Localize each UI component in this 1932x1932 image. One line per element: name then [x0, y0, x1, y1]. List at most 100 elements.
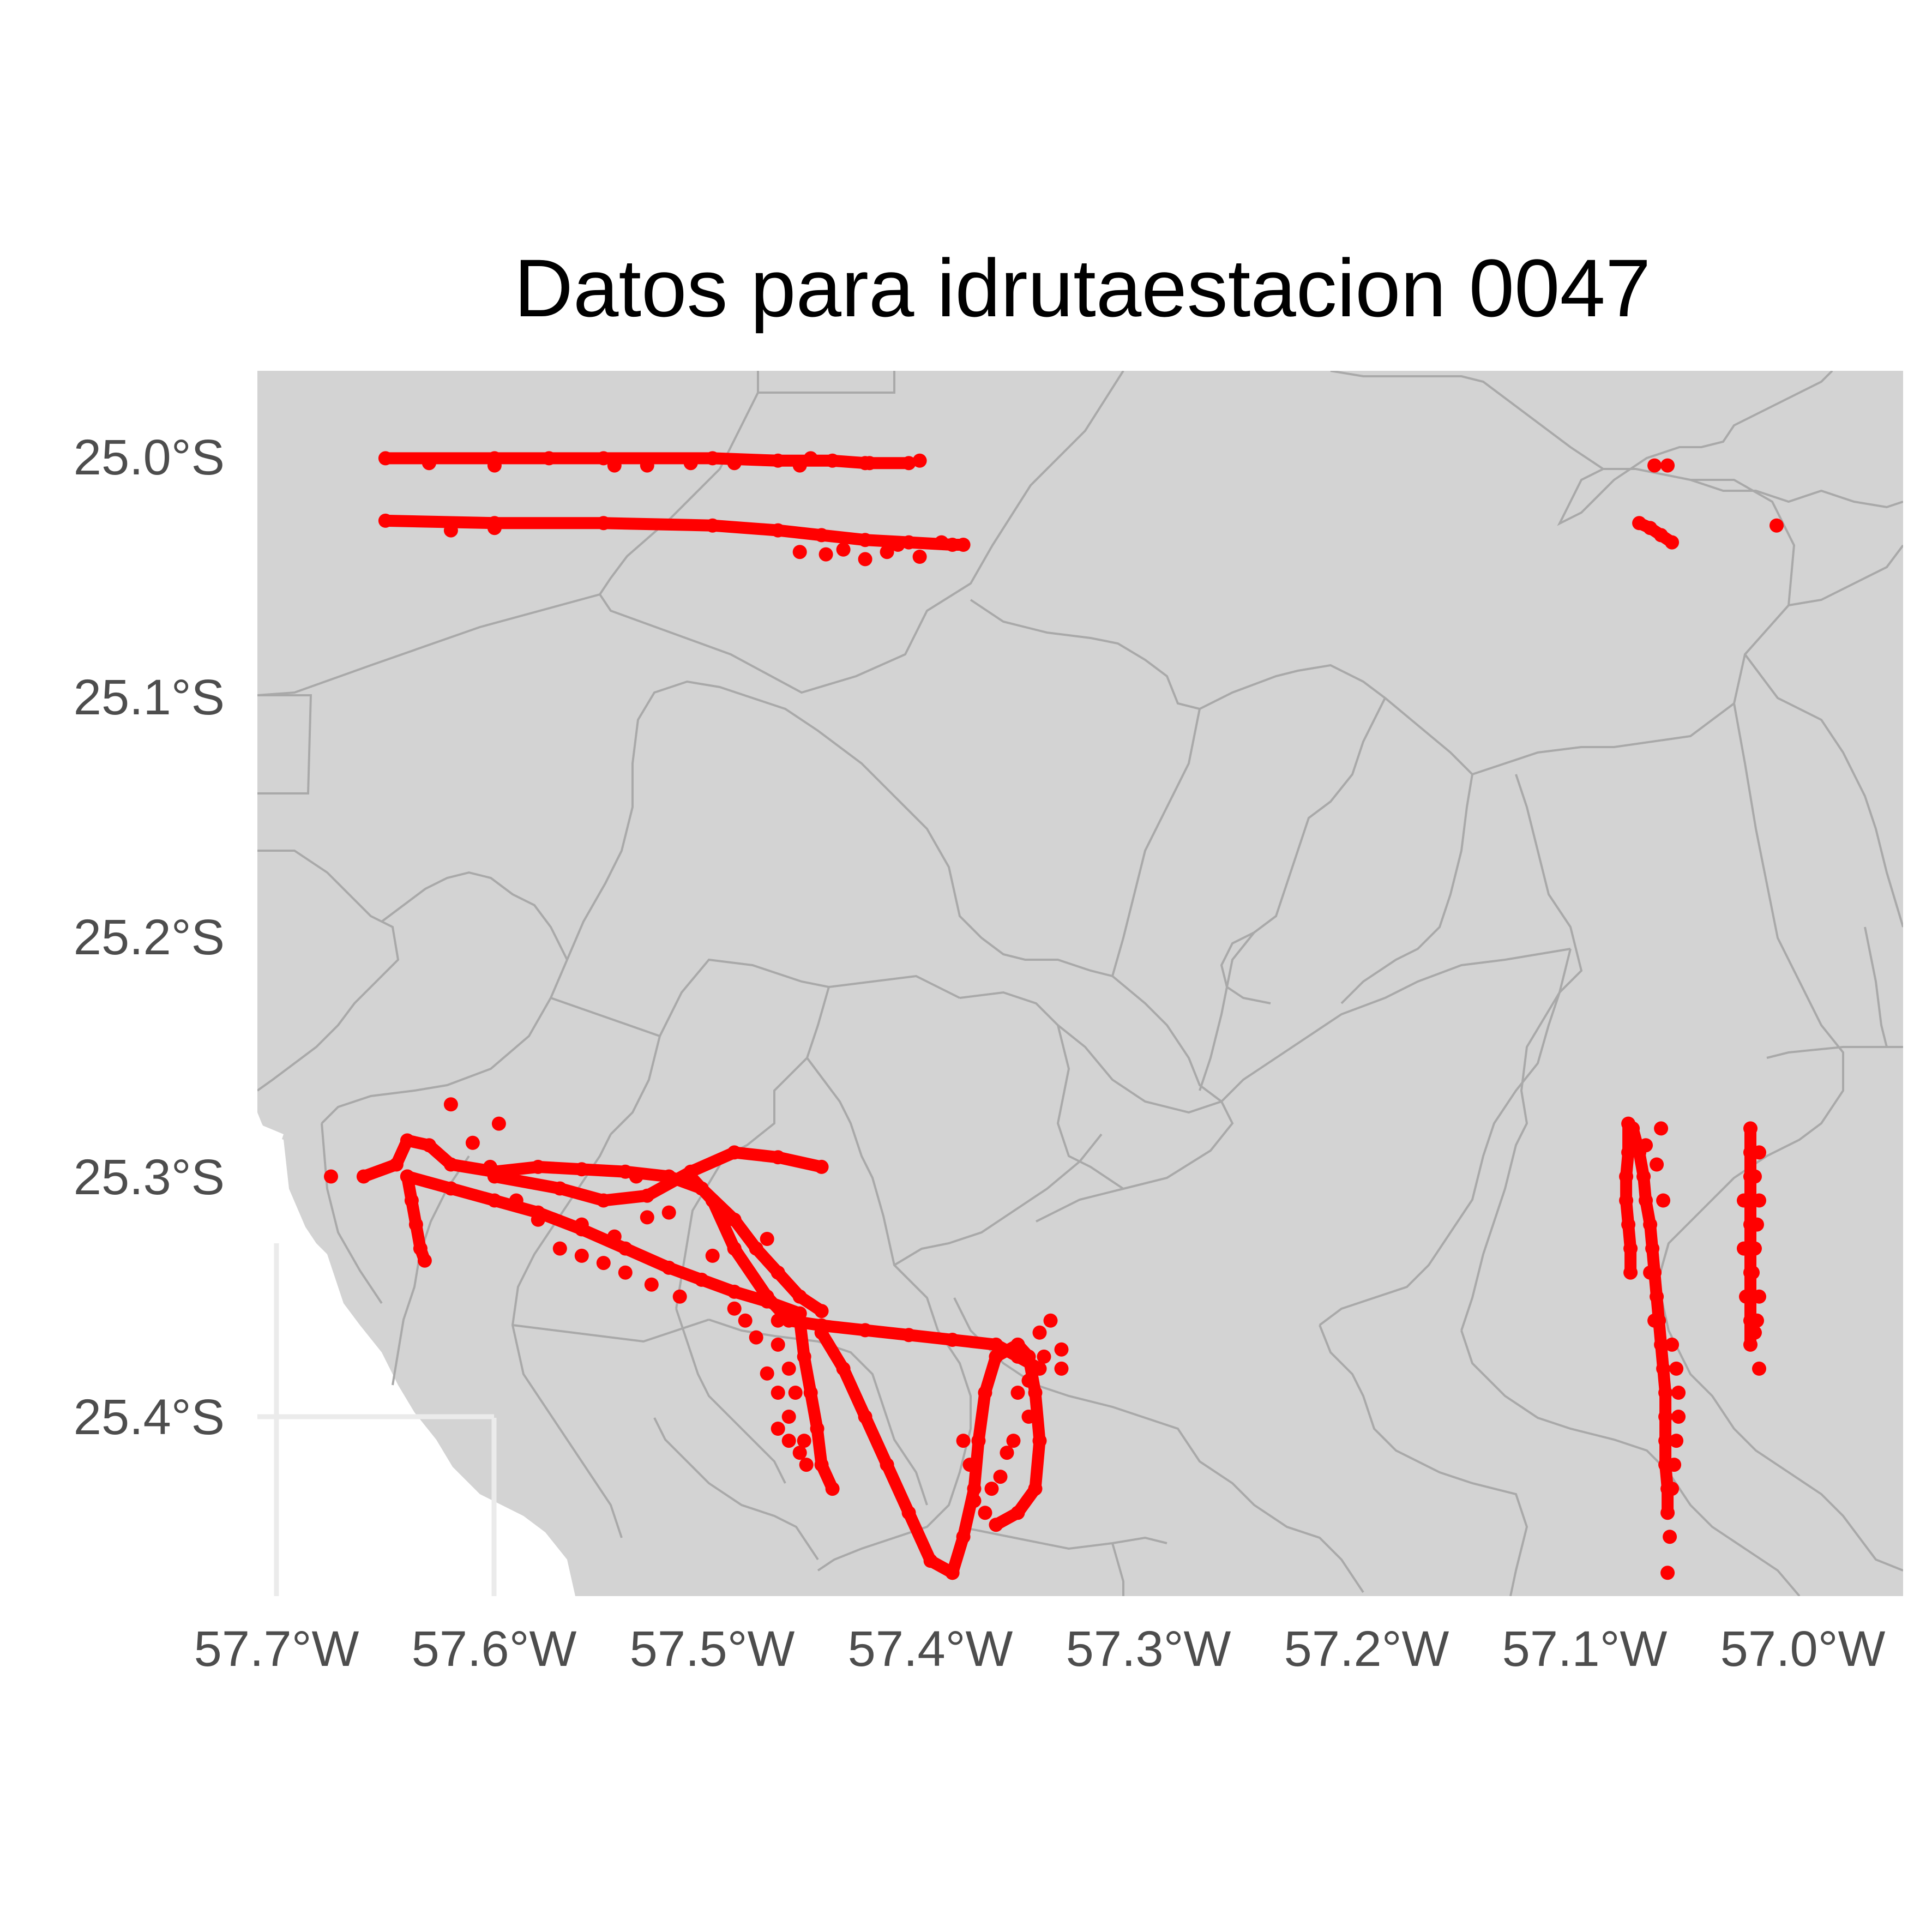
data-point — [487, 521, 502, 535]
data-point — [797, 1434, 811, 1448]
x-tick-label: 57.7°W — [194, 1621, 359, 1677]
track-point — [825, 1482, 840, 1496]
track-point — [705, 518, 720, 533]
data-point — [1006, 1434, 1021, 1448]
track-point — [760, 1289, 774, 1304]
district-border — [1220, 948, 1571, 1103]
track-point — [1032, 1434, 1047, 1448]
data-point — [1032, 1325, 1047, 1340]
district-border — [1319, 1325, 1528, 1596]
track-point — [694, 1272, 709, 1287]
data-point — [1054, 1361, 1069, 1376]
data-point — [962, 1458, 977, 1472]
data-point — [1660, 458, 1675, 473]
district-border — [321, 1123, 383, 1304]
district-border — [1111, 1543, 1124, 1596]
track-point — [596, 451, 611, 466]
district-border — [1340, 774, 1473, 1004]
y-tick-label: 25.2°S — [74, 910, 225, 965]
data-point — [1665, 1482, 1680, 1496]
data-point — [509, 1193, 523, 1208]
data-point — [1037, 1349, 1051, 1364]
data-point — [1669, 1361, 1684, 1376]
district-border — [817, 1329, 972, 1572]
data-point — [880, 545, 894, 559]
track-point — [901, 1506, 916, 1520]
district-border — [1864, 926, 1888, 1048]
data-point — [934, 535, 949, 550]
track-point — [945, 538, 960, 552]
data-point — [1639, 1138, 1653, 1153]
data-point — [792, 1446, 807, 1460]
track-point — [858, 533, 872, 547]
district-border — [1056, 1025, 1124, 1190]
track-point — [400, 1133, 414, 1148]
track-point — [781, 1313, 796, 1328]
data-point — [324, 1169, 338, 1184]
data-point — [956, 1434, 971, 1448]
data-point — [788, 1386, 803, 1400]
data-point — [727, 1301, 742, 1316]
data-point — [661, 1205, 676, 1220]
district-border — [725, 986, 830, 1157]
track-point — [978, 1386, 992, 1400]
data-point — [1748, 1325, 1762, 1340]
track-point — [880, 1458, 894, 1472]
district-border — [321, 680, 769, 1124]
data-point — [803, 451, 818, 466]
track-point — [727, 1212, 742, 1227]
track-point — [640, 1188, 654, 1203]
track-point — [618, 1241, 633, 1256]
data-point — [1647, 458, 1662, 473]
track-point — [1632, 516, 1647, 531]
data-point — [541, 451, 556, 466]
track-point — [408, 1217, 423, 1232]
data-point — [1770, 518, 1784, 533]
data-point — [781, 1361, 796, 1376]
track-point — [596, 516, 611, 531]
track-point — [1636, 1169, 1651, 1184]
x-tick-label: 57.5°W — [630, 1621, 795, 1677]
data-point — [1752, 1289, 1766, 1304]
data-point — [771, 1386, 785, 1400]
track-point — [1658, 1434, 1673, 1448]
track-point — [727, 1284, 742, 1299]
data-point — [781, 1410, 796, 1424]
data-point — [1647, 1313, 1662, 1328]
data-point — [727, 1241, 742, 1256]
track-point — [1010, 1506, 1025, 1520]
track-point — [596, 1193, 611, 1208]
district-border — [544, 1406, 623, 1538]
track-point — [1743, 1121, 1758, 1136]
route-track — [488, 1146, 828, 1207]
track-point — [1621, 1145, 1636, 1160]
data-point — [858, 552, 872, 567]
track-point — [552, 1181, 567, 1196]
track-point — [971, 1434, 986, 1448]
data-point — [1750, 1217, 1764, 1232]
y-tick-label: 25.4°S — [74, 1389, 225, 1445]
track-point — [443, 1181, 458, 1196]
x-tick-label: 57.0°W — [1720, 1621, 1886, 1677]
x-axis-ticks: 57.7°W 57.6°W 57.5°W 57.4°W 57.3°W 57.2°… — [194, 1621, 1886, 1677]
x-tick-label: 57.4°W — [848, 1621, 1013, 1677]
data-point — [799, 1458, 814, 1472]
track-point — [923, 1554, 938, 1568]
data-point — [443, 1097, 458, 1112]
district-border — [768, 702, 1201, 978]
data-point — [818, 547, 833, 562]
data-point — [760, 1232, 774, 1246]
district-border — [610, 1036, 661, 1135]
track-point — [1658, 1410, 1673, 1424]
data-point — [1665, 1337, 1680, 1352]
track-point — [1626, 1121, 1640, 1136]
track-point — [989, 1518, 1003, 1532]
y-tick-label: 25.1°S — [74, 670, 225, 725]
data-point — [984, 1482, 999, 1496]
track-point — [705, 451, 720, 466]
track-point — [389, 1157, 404, 1172]
data-point — [1054, 1342, 1069, 1357]
data-point — [574, 1217, 589, 1232]
track-point — [814, 1159, 829, 1174]
data-point — [607, 1229, 622, 1244]
